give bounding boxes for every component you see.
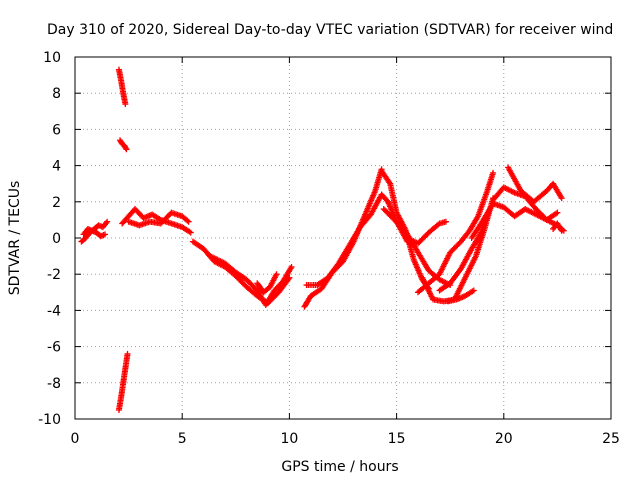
series-arc-v [505, 164, 565, 205]
y-tick-label: -10 [38, 412, 61, 428]
y-tick-label: 2 [52, 195, 61, 211]
series-arc-e [115, 350, 131, 413]
series-arc-d [117, 137, 130, 153]
x-axis-title: GPS time / hours [281, 459, 398, 475]
series-arc-b [80, 225, 109, 240]
x-tick-label: 10 [280, 431, 298, 447]
data-point [185, 218, 192, 225]
data-point [123, 146, 130, 153]
x-tick-label: 0 [71, 431, 80, 447]
data-point [558, 227, 565, 234]
data-point [553, 210, 560, 217]
x-tick-label: 15 [388, 431, 406, 447]
y-tick-label: 8 [52, 86, 61, 102]
series-arc-t [468, 200, 561, 241]
data-point [124, 350, 131, 357]
data-point [187, 229, 194, 236]
y-tick-label: -6 [47, 340, 61, 356]
x-tick-label: 20 [495, 431, 513, 447]
x-tick-label: 5 [178, 431, 187, 447]
y-tick-label: -2 [47, 267, 61, 283]
series-arc-f [119, 206, 194, 236]
data-point [442, 218, 449, 225]
y-tick-label: 10 [43, 50, 61, 66]
series-arc-o [404, 218, 449, 247]
data-point [104, 218, 111, 225]
y-tick-label: 6 [52, 122, 61, 138]
data-point [122, 101, 129, 108]
y-tick-label: 0 [52, 231, 61, 247]
grid [75, 57, 611, 419]
series-arc-u [490, 184, 567, 234]
chart-title: Day 310 of 2020, Sidereal Day-to-day VTE… [47, 22, 613, 38]
data-point [273, 271, 280, 278]
y-tick-label: -4 [47, 303, 61, 319]
series-arc-j [254, 271, 280, 296]
y-tick-label: -8 [47, 376, 61, 392]
tick-labels: 0 5 10 15 20 25 -10 -8 -6 -4 -2 0 2 4 6 8 10 [38, 50, 620, 447]
data-point [102, 231, 109, 238]
data-point [286, 274, 293, 281]
series-arc-p [415, 169, 497, 296]
data-points [78, 66, 567, 413]
series-arc-i [207, 253, 295, 308]
y-axis-title: SDTVAR / TECUs [7, 181, 23, 296]
data-point [288, 263, 295, 270]
series-arc-s [445, 287, 477, 305]
data-point [122, 145, 129, 152]
x-tick-label: 25 [602, 431, 620, 447]
data-point [184, 217, 191, 224]
series-arc-g [125, 209, 192, 229]
data-point [554, 209, 561, 216]
series-arc-r [436, 207, 492, 294]
series-arc-w [550, 220, 565, 234]
series-arc-c [115, 66, 129, 108]
data-point [470, 287, 477, 294]
data-point [490, 169, 497, 176]
data-point [558, 195, 565, 202]
axis-ticks [74, 56, 612, 420]
y-tick-label: 4 [52, 159, 61, 175]
